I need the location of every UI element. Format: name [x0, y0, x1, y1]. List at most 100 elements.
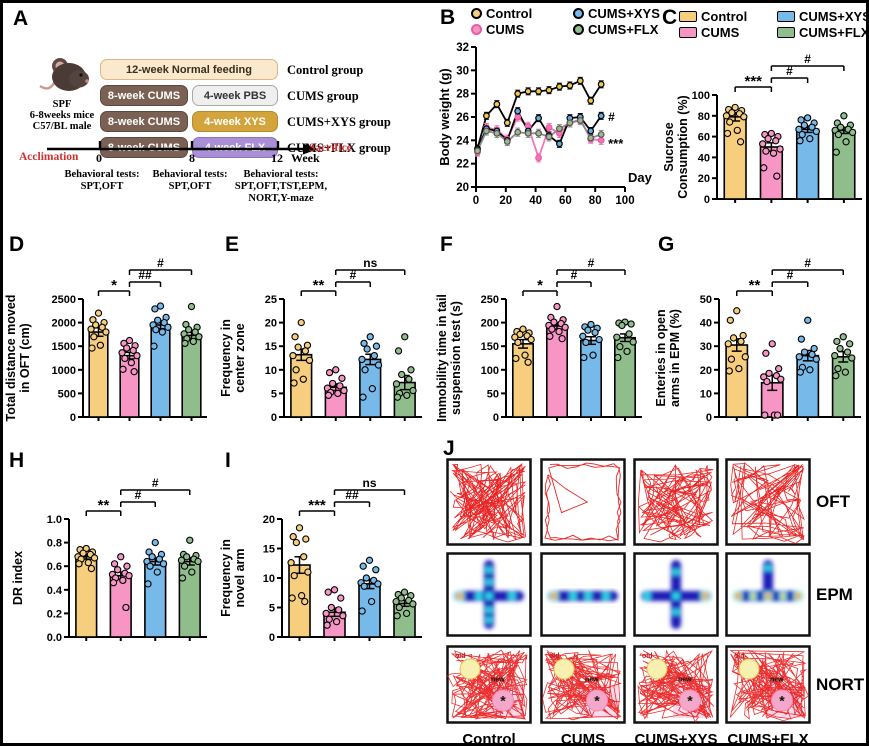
data-point-CUMS+XYS [597, 112, 605, 120]
svg-text:10: 10 [700, 388, 712, 400]
data-point [727, 355, 736, 363]
bar-CUMS+XYS [580, 339, 603, 418]
data-point [843, 348, 852, 356]
data-point [150, 342, 158, 350]
data-point [774, 364, 783, 373]
panel-letter-h: H [9, 449, 25, 472]
bar-CUMS+XYS [150, 324, 171, 418]
panel-letter-b: B [440, 6, 456, 29]
j-row-label-OFT: OFT [816, 492, 850, 511]
data-point [763, 377, 771, 386]
svg-text:#: # [350, 268, 357, 282]
svg-text:#: # [804, 256, 811, 270]
svg-text:100: 100 [481, 365, 499, 377]
data-point [397, 594, 405, 602]
svg-text:0.0: 0.0 [47, 632, 62, 644]
data-point [297, 318, 305, 327]
svg-text:#: # [571, 268, 578, 282]
data-point [289, 351, 297, 360]
data-point [294, 343, 302, 351]
tests-block-1: Behavioral tests: SPT,OFT [135, 169, 245, 193]
data-point [121, 354, 129, 363]
legend-label: CUMS+FLX [799, 25, 869, 40]
nort-track-CUMS+XYS: old new * [633, 645, 719, 724]
chart-b: 0 20 40 60 80 100 20 22 24 26 28 30 32 Day Body weight… [437, 42, 653, 207]
y-axis-label: Total distance moved [4, 295, 18, 422]
svg-text:0: 0 [271, 412, 277, 424]
old-object [553, 658, 575, 680]
data-point [842, 138, 850, 146]
data-point [368, 385, 376, 393]
data-point [797, 116, 805, 124]
svg-text:*: * [687, 693, 693, 709]
data-point-CUMS+FLX [514, 128, 522, 136]
data-point [300, 553, 308, 561]
data-point-CUMS+FLX [483, 127, 490, 135]
epm-arms [733, 560, 803, 601]
acclimation-label: Acclimation [19, 151, 79, 163]
svg-text:old: old [455, 653, 466, 660]
data-point [186, 536, 194, 544]
data-point [795, 353, 803, 361]
legend-label: CUMS+FLX [588, 22, 659, 37]
data-point [616, 343, 624, 351]
bar-CUMS+FLX [181, 334, 202, 418]
data-point [288, 594, 296, 602]
data-point [98, 323, 106, 331]
data-point [189, 337, 198, 346]
data-point [623, 347, 631, 356]
svg-text:ns: ns [362, 476, 376, 490]
data-point [618, 321, 626, 330]
timeline-box-cums-1: 8-week CUMS [100, 85, 188, 106]
data-point [725, 367, 733, 375]
svg-text:15: 15 [265, 341, 277, 353]
epm-heatmap-Control [446, 552, 532, 637]
data-point [761, 411, 769, 419]
data-point [731, 103, 739, 112]
data-point [123, 344, 131, 352]
tests-title: Behavioral tests: [64, 169, 140, 180]
data-point [360, 582, 368, 590]
old-object [459, 658, 481, 680]
data-point [109, 579, 118, 587]
data-point [118, 349, 126, 357]
data-point [402, 609, 411, 618]
svg-text:25: 25 [265, 294, 277, 306]
data-point [625, 330, 633, 338]
nort-track-Control: old new * [446, 645, 532, 724]
data-point [119, 576, 127, 585]
data-point [119, 365, 127, 373]
svg-text:200: 200 [481, 318, 499, 330]
data-point [836, 344, 844, 353]
svg-text:#: # [787, 268, 794, 282]
legend-panel-b: Control CUMS+XYS CUMS CUMS+FLX [471, 6, 679, 37]
tests-title: Behavioral tests: [152, 169, 228, 180]
svg-text:50: 50 [487, 388, 499, 400]
subject-line2: 6-8weeks mice [29, 110, 95, 121]
legend-marker-CUMS+FLX [777, 27, 795, 38]
data-point [335, 606, 343, 614]
week-tick-8: 8 [189, 151, 195, 165]
legend-marker-CUMS+XYS [777, 11, 795, 22]
svg-text:2000: 2000 [52, 318, 76, 330]
data-point [834, 130, 843, 139]
data-point [519, 325, 527, 333]
data-point [812, 127, 820, 136]
data-point-Control [597, 80, 605, 88]
data-point [291, 333, 299, 341]
epm-heatmap-CUMS [540, 552, 626, 637]
legend-label: Control [486, 6, 533, 21]
data-point [806, 135, 814, 143]
data-point [301, 597, 309, 606]
data-point-Control [483, 112, 490, 120]
data-point-CUMS+FLX [493, 129, 501, 137]
timeline-box-normal-feeding: 12-week Normal feeding [100, 59, 278, 80]
data-point [831, 351, 839, 360]
data-point [392, 597, 400, 606]
data-point [102, 328, 110, 336]
y-axis-label: arms in EPM (%) [668, 309, 682, 407]
svg-text:##: ## [138, 268, 152, 282]
data-point [290, 571, 298, 580]
data-point [289, 533, 297, 541]
